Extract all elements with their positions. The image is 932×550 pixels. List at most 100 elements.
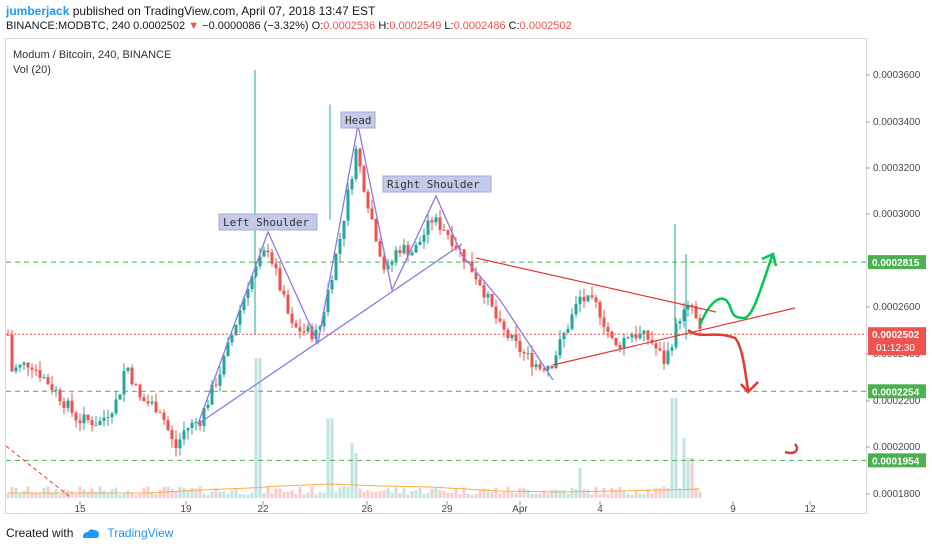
volume-bar [186,490,190,498]
countdown-label: 01:12:30 [876,343,915,354]
candle [34,364,38,377]
candle [518,334,522,358]
candle-body [194,422,198,424]
candle [302,323,306,336]
candle [462,249,466,270]
candle-body [438,217,442,230]
volume-bar [434,487,438,498]
volume-bar [130,492,134,498]
candle [390,259,394,272]
volume-bar [290,490,294,498]
candle-body [54,389,58,391]
candle-body [266,250,270,253]
publish-info: jumberjack published on TradingView.com,… [6,4,375,18]
candle-body [346,189,350,221]
level-label: 0.0002815 [872,258,920,269]
volume-bar [686,458,690,498]
candle [410,250,414,256]
candle-body [10,334,14,372]
volume-bar [138,494,142,498]
volume-bar [350,443,354,498]
candle-body [22,362,26,365]
candle [358,147,362,173]
candle [86,414,90,424]
volume-bar [494,488,498,498]
candle [346,182,350,226]
candle [434,213,438,226]
candle-body [66,400,70,408]
volume-bar [458,494,462,498]
candle-body [82,414,86,424]
volume-bar [70,491,74,498]
candle [514,325,518,348]
volume-bar [250,492,254,498]
volume-bar [554,489,558,498]
candle-body [86,414,90,421]
y-axis: 0.0003600 0.0003400 0.0003200 0.0003000 0.00… [866,70,921,500]
volume-bar [506,486,510,498]
candle-body [530,353,534,368]
candle [162,409,166,426]
candle-body [390,261,394,265]
candle-body [302,331,306,333]
volume-bar [362,492,366,498]
volume-bar [542,490,546,498]
volume-bar [654,488,658,498]
tradingview-brand-link[interactable]: TradingView [107,526,174,540]
low-value: 0.0002486 [453,20,506,32]
candle [46,373,50,385]
footer: Created with TradingView [6,526,173,540]
candle-body [614,337,618,346]
candle-body [326,289,330,312]
volume-bar [426,492,430,498]
candle [338,232,342,263]
volume-bar [586,489,590,498]
candle-body [42,377,46,379]
volume-bar [262,493,266,498]
volume-bar [670,398,674,498]
candle [58,387,62,406]
candle-body [106,417,110,419]
candle [442,223,446,232]
candle-body [306,326,310,332]
volume-bar [286,491,290,498]
candle-body [662,350,666,364]
candle-body [18,364,22,368]
candle [486,291,490,306]
candle-body [450,234,454,247]
volume-bar [118,494,122,498]
volume-bar [206,494,210,498]
candle-body [446,230,450,235]
candle-body [70,400,74,413]
level-label: 0.0002254 [872,387,920,398]
price-chart[interactable]: Modum / Bitcoin, 240, BINANCE Vol (20) 0.0… [0,0,932,520]
candle-body [270,252,274,264]
candle [402,238,406,256]
volume-bar [646,489,650,498]
candle-body [310,326,314,340]
volume-bar [22,490,26,498]
candle-body [230,335,234,343]
candle-body [426,220,430,235]
candle-body [658,348,662,351]
candle [22,361,26,370]
candle-body [630,334,634,338]
candle-body [558,339,562,356]
candle-body [206,404,210,409]
candle [266,243,270,258]
candle-body [606,326,610,332]
candle [594,294,598,309]
candle [550,364,554,370]
bullish-arrow [698,255,774,326]
annotation-text: Head [345,114,372,127]
volume-bar [690,458,694,498]
chart-frame[interactable] [5,38,867,514]
candle-body [46,377,50,385]
x-tick-label: 15 [74,504,86,515]
volume-bar [410,490,414,498]
volume-bar [558,490,562,498]
candle [270,248,274,267]
candle [194,418,198,431]
author-link[interactable]: jumberjack [6,4,70,18]
volume-bar [50,492,54,498]
